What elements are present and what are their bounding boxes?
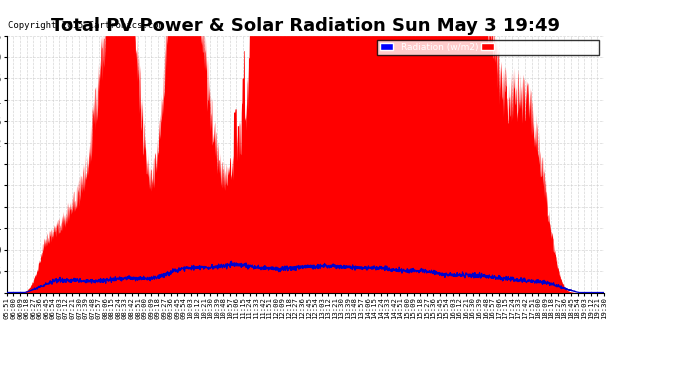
Title: Total PV Power & Solar Radiation Sun May 3 19:49: Total PV Power & Solar Radiation Sun May… [51,18,560,36]
Legend: Radiation (w/m2), PV Panels (DC Watts): Radiation (w/m2), PV Panels (DC Watts) [377,40,599,54]
Text: Copyright 2015 Cartronics.com: Copyright 2015 Cartronics.com [8,21,164,30]
